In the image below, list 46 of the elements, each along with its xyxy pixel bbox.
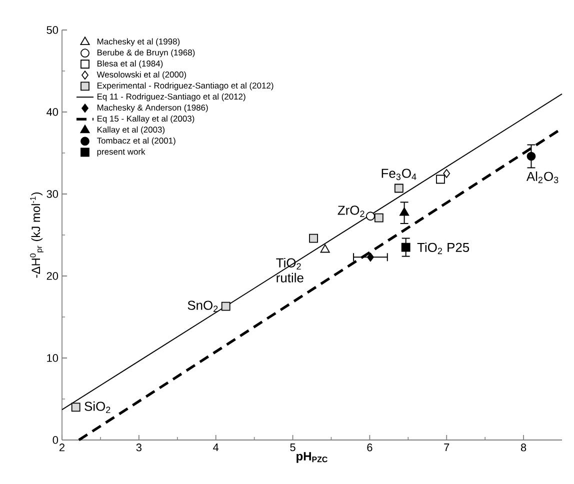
point: [394, 184, 404, 193]
point: [400, 207, 410, 216]
y-tick-label: 10: [47, 354, 58, 362]
text: pH$_{PZC}$: [296, 452, 328, 463]
annotation: TiO$_{2}$ rutile: [276, 258, 304, 282]
y-tick-label: 0: [52, 436, 58, 444]
y-tick-label: 40: [46, 108, 58, 116]
x-tick-label: 4: [213, 444, 219, 452]
point: [367, 252, 374, 262]
point: [309, 234, 318, 243]
x-tick-label: 6: [367, 444, 372, 452]
legend-label: Blesa et al (1984): [97, 60, 163, 68]
point: [71, 402, 80, 412]
point: [436, 174, 445, 184]
point: [526, 152, 536, 161]
legend-label: Kallay et al (2003): [97, 126, 165, 134]
point: [374, 213, 384, 222]
point: [320, 244, 330, 253]
annotation: SnO$_{2}$: [188, 300, 218, 312]
legend-label: Tombacz et al (2001): [96, 137, 176, 146]
point: [221, 302, 230, 311]
legend-label: Machesky et al (1998): [97, 38, 180, 46]
x-tick-label: 3: [136, 444, 142, 452]
y-axis-title: -ΔH$^{0}$$_{pr}$ (kJ mol$^{-1}$): [30, 192, 44, 278]
x-tick-label: 5: [290, 444, 296, 452]
legend-label: Eq 15 - Kallay et al (2003): [97, 115, 194, 124]
x-tick-label: 8: [520, 444, 526, 452]
legend-label: Experimental - Rodriguez-Santiago et al (2012): [97, 82, 274, 90]
y-tick-label: 30: [46, 190, 58, 198]
y-tick-label: 50: [46, 26, 58, 34]
point: [443, 169, 450, 178]
x-tick-label: 2: [60, 444, 64, 452]
legend-label: present work: [97, 148, 146, 156]
legend-label: Wesolowski et al (2000): [96, 71, 186, 80]
point: [401, 242, 410, 252]
annotation: TiO$_{2}$ P25: [417, 242, 470, 254]
x-tick-label: 7: [444, 444, 450, 452]
legend-label: Machesky & Anderson (1986): [97, 104, 208, 112]
annotation: ZrO$_{2}$: [338, 206, 364, 217]
legend-label: Eq 11 - Rodriguez-Santiago et al (2012): [97, 93, 246, 102]
annotation: Fe$_{3}$O$_{4}$: [382, 168, 416, 180]
y-tick-label: 20: [46, 272, 58, 280]
point: [366, 212, 375, 221]
annotation: Al$_{2}$O$_{3}$: [526, 171, 558, 184]
legend-label: Berube & de Bruyn (1968): [97, 49, 195, 58]
annotation: SiO$_{2}$: [84, 401, 110, 413]
